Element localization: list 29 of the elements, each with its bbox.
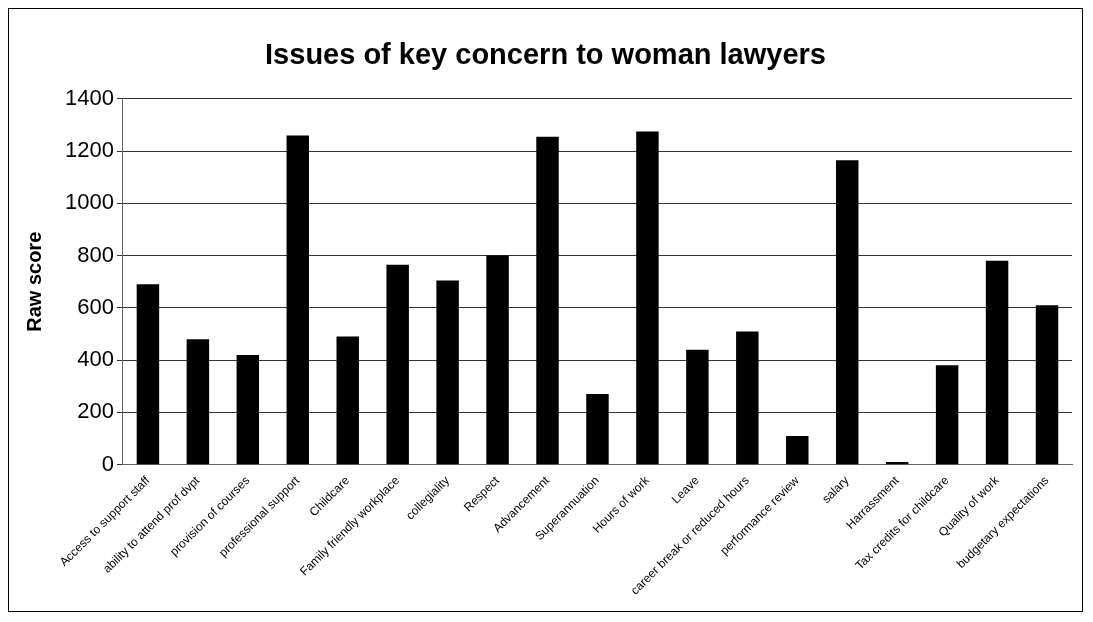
bar: [985, 260, 1009, 465]
bar: [436, 280, 459, 465]
y-tick-label: 1200: [64, 137, 114, 163]
bar: [586, 394, 609, 465]
y-tick-label: 800: [77, 241, 114, 267]
bar: [736, 331, 759, 465]
bar: [835, 160, 859, 465]
bar: [636, 131, 659, 465]
y-tick-label: 0: [101, 450, 114, 476]
bar: [935, 365, 959, 465]
chart-title: Issues of key concern to woman lawyers: [265, 38, 826, 71]
bar: [536, 136, 559, 465]
y-tick-label: 1400: [64, 84, 114, 110]
bar: [486, 255, 509, 465]
bar: [1035, 305, 1059, 465]
y-tick-label: 600: [77, 293, 114, 319]
y-axis-title: Raw score: [22, 231, 45, 332]
bar: [885, 462, 909, 465]
y-tick-label: 1000: [64, 189, 114, 215]
bar: [786, 435, 809, 465]
bar: [236, 354, 260, 465]
bar: [386, 264, 409, 465]
bar: [186, 339, 210, 465]
y-tick-label: 400: [77, 346, 114, 372]
bar: [136, 284, 160, 465]
bar: [336, 336, 359, 465]
y-tick-label: 200: [77, 398, 114, 424]
bar: [686, 349, 709, 465]
bar: [286, 135, 310, 465]
